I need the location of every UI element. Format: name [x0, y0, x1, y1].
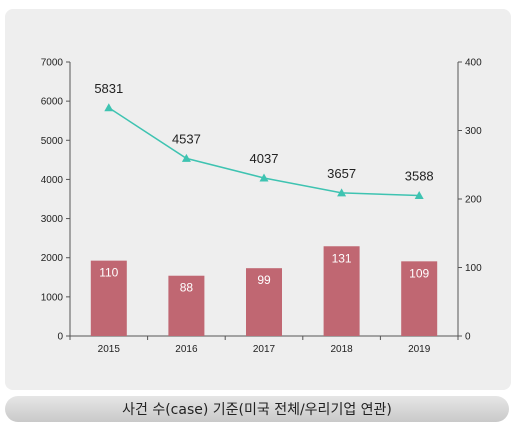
- bar: [401, 261, 438, 336]
- bar: [168, 275, 205, 336]
- x-tick-label: 2016: [175, 344, 198, 355]
- left-tick-label: 0: [57, 332, 63, 343]
- line-point-marker: [337, 188, 347, 197]
- chart-caption: 사건 수(case) 기준(미국 전체/우리기업 연관): [5, 396, 509, 422]
- right-tick-label: 0: [465, 332, 471, 343]
- left-tick-label: 5000: [41, 136, 64, 147]
- left-tick-label: 1000: [41, 292, 64, 303]
- left-tick-label: 7000: [41, 58, 64, 69]
- x-tick-label: 2019: [408, 344, 431, 355]
- bar: [246, 268, 282, 336]
- line-value-label: 3657: [327, 166, 356, 181]
- line-value-label: 3588: [405, 169, 434, 184]
- left-tick-label: 3000: [41, 214, 64, 225]
- bar-value-label: 110: [99, 266, 118, 280]
- right-tick-label: 300: [465, 126, 482, 137]
- line-point-marker: [414, 191, 424, 200]
- right-tick-label: 400: [465, 58, 482, 69]
- bar-value-label: 99: [257, 273, 271, 287]
- bar-value-label: 88: [180, 281, 194, 295]
- bar: [323, 246, 360, 336]
- left-tick-label: 4000: [41, 175, 64, 186]
- x-tick-label: 2015: [98, 344, 121, 355]
- bar-value-label: 109: [409, 266, 429, 280]
- chart-caption-text: 사건 수(case) 기준(미국 전체/우리기업 연관): [122, 402, 392, 418]
- chart: 0 1000 2000 3000 4000 5000 6000 7000 0 100 200 300 4…: [41, 58, 482, 356]
- bar: [90, 260, 127, 336]
- left-tick-label: 2000: [41, 253, 64, 264]
- right-tick-label: 100: [465, 263, 482, 274]
- line-value-label: 5831: [94, 81, 123, 96]
- line-value-label: 4537: [172, 131, 201, 146]
- line-point-marker: [104, 103, 114, 112]
- line-point-marker: [259, 173, 269, 182]
- line-value-label: 4037: [250, 151, 279, 166]
- line-point-marker: [181, 153, 191, 162]
- left-tick-label: 6000: [41, 97, 64, 108]
- bar-value-label: 131: [332, 251, 352, 265]
- x-tick-label: 2018: [330, 344, 353, 355]
- right-tick-label: 200: [465, 195, 482, 206]
- x-tick-label: 2017: [253, 344, 276, 355]
